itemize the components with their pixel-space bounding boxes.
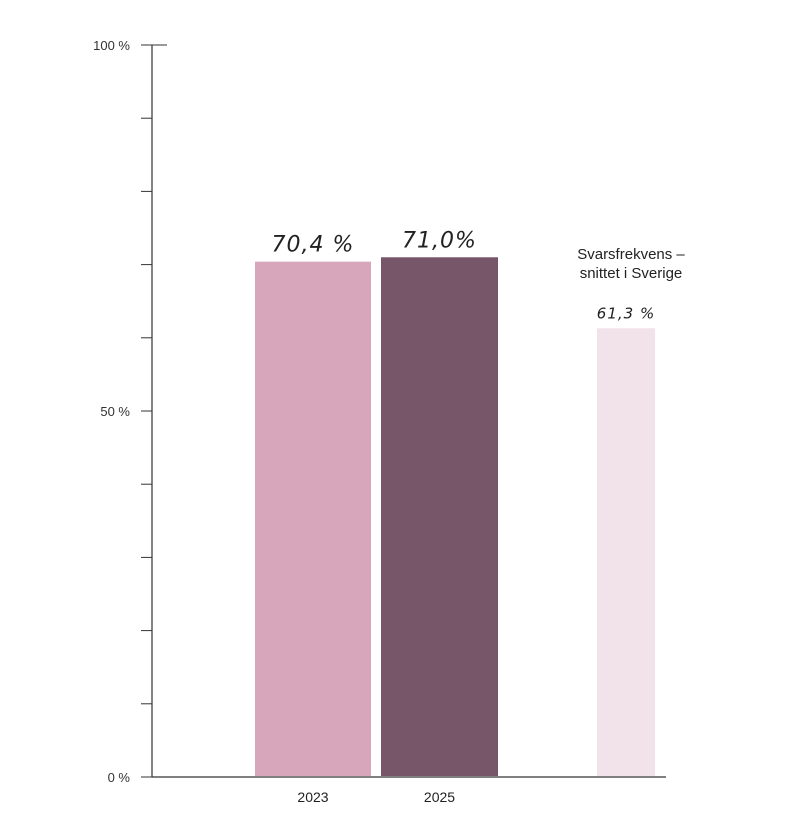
bar-sverige-snitt — [597, 328, 655, 776]
bars — [255, 257, 655, 776]
bar-2025 — [381, 257, 498, 776]
y-tick-label: 0 % — [108, 770, 131, 785]
value-labels: 70,4 % 71,0% 61,3 % — [272, 228, 655, 322]
reference-label-line-2: snittet i Sverige — [580, 265, 683, 282]
value-label-2: 71,0% — [402, 228, 477, 253]
category-label-2025: 2025 — [424, 789, 455, 805]
category-labels: 2023 2025 — [297, 789, 455, 805]
reference-label-line-1: Svarsfrekvens – — [577, 246, 685, 263]
category-label-2023: 2023 — [297, 789, 328, 805]
value-label-1: 70,4 % — [272, 233, 355, 258]
bar-2023 — [255, 261, 371, 776]
reference-bar-label: Svarsfrekvens – snittet i Sverige — [577, 246, 685, 282]
y-tick-label: 50 % — [100, 404, 130, 419]
y-tick-label: 100 % — [93, 38, 130, 53]
y-axis: 0 % 50 % 100 % — [93, 38, 666, 785]
value-label-3: 61,3 % — [597, 304, 655, 322]
